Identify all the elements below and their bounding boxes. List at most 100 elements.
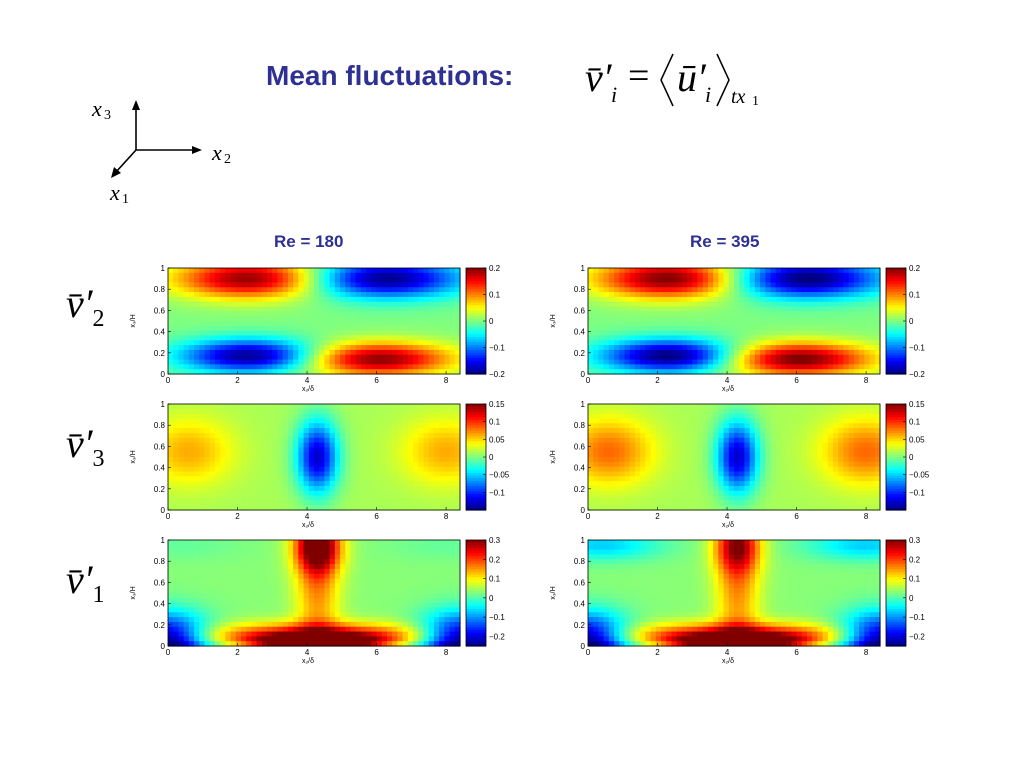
contour-cell	[423, 442, 430, 448]
contour-cell	[194, 442, 200, 448]
contour-cell	[444, 466, 451, 473]
contour-cell	[598, 428, 605, 434]
contour-cell	[645, 408, 652, 415]
contour-cell	[319, 432, 326, 439]
contour-cell	[817, 335, 824, 341]
contour-cell	[827, 447, 834, 453]
contour-cell	[376, 330, 383, 337]
contour-cell	[640, 292, 646, 298]
contour-cell	[209, 311, 216, 317]
contour-cell	[449, 500, 456, 506]
contour-cell	[676, 500, 683, 506]
contour-cell	[298, 369, 305, 375]
contour-cell	[178, 485, 185, 492]
contour-cell	[640, 490, 646, 497]
contour-cell	[640, 301, 646, 308]
contour-cell	[827, 490, 834, 497]
contour-cell	[634, 287, 641, 293]
contour-cell	[728, 306, 735, 312]
contour-cell	[340, 292, 346, 298]
contour-cell	[402, 268, 409, 274]
colorbar-cell	[466, 342, 486, 346]
contour-cell	[728, 452, 735, 458]
contour-cell	[178, 306, 185, 312]
contour-cell	[697, 354, 704, 361]
title-text: Mean fluctuations:	[266, 60, 514, 91]
contour-cell	[303, 301, 310, 308]
contour-cell	[791, 471, 798, 477]
contour-cell	[194, 423, 200, 429]
contour-cell	[418, 413, 425, 420]
contour-cell	[282, 476, 289, 482]
contour-cell	[188, 423, 195, 429]
contour-cell	[598, 461, 605, 468]
contour-cell	[360, 505, 367, 511]
contour-cell	[423, 325, 430, 332]
contour-cell	[676, 325, 683, 332]
contour-cell	[194, 505, 200, 511]
contour-cell	[687, 272, 693, 279]
contour-cell	[329, 335, 336, 341]
contour-cell	[433, 330, 440, 337]
contour-cell	[350, 413, 357, 420]
contour-cell	[168, 481, 174, 487]
contour-cell	[204, 413, 211, 420]
contour-cell	[418, 408, 425, 415]
contour-cell	[345, 301, 352, 308]
contour-cell	[765, 418, 772, 424]
contour-cell	[608, 345, 615, 351]
contour-cell	[303, 408, 310, 415]
contour-cell	[267, 268, 273, 274]
contour-cell	[692, 330, 699, 337]
contour-cell	[707, 485, 714, 492]
contour-cell	[397, 316, 404, 322]
contour-cell	[256, 321, 263, 327]
contour-cell	[209, 466, 216, 473]
contour-cell	[707, 408, 714, 415]
contour-cell	[360, 485, 367, 492]
contour-cell	[220, 325, 226, 332]
contour-cell	[661, 428, 667, 434]
contour-cell	[407, 457, 414, 463]
contour-cell	[340, 466, 346, 473]
contour-cell	[702, 330, 709, 337]
contour-cell	[838, 345, 845, 351]
contour-cell	[754, 282, 761, 288]
contour-cell	[822, 301, 829, 308]
contour-cell	[413, 490, 419, 497]
colorbar-cell	[466, 336, 486, 341]
contour-cell	[749, 408, 756, 415]
contour-cell	[687, 296, 693, 303]
contour-cell	[692, 287, 699, 293]
contour-cell	[439, 495, 445, 501]
contour-cell	[214, 354, 221, 361]
contour-cell	[853, 282, 860, 288]
contour-cell	[324, 413, 331, 420]
contour-cell	[588, 418, 594, 424]
contour-cell	[277, 500, 284, 506]
contour-cell	[728, 500, 735, 506]
contour-cell	[619, 359, 626, 365]
contour-cell	[780, 325, 787, 332]
contour-cell	[340, 442, 346, 448]
contour-cell	[817, 301, 824, 308]
contour-cell	[371, 413, 378, 420]
contour-cell	[655, 292, 662, 298]
contour-cell	[272, 335, 279, 341]
contour-cell	[760, 485, 766, 492]
contour-cell	[634, 466, 641, 473]
contour-cell	[838, 301, 845, 308]
contour-cell	[277, 306, 284, 312]
contour-cell	[350, 301, 357, 308]
contour-cell	[791, 354, 798, 361]
contour-cell	[760, 428, 766, 434]
contour-cell	[392, 330, 399, 337]
contour-cell	[702, 495, 709, 501]
contour-cell	[780, 452, 787, 458]
contour-cell	[838, 277, 845, 284]
contour-cell	[261, 500, 268, 506]
contour-cell	[671, 457, 678, 463]
contour-cell	[329, 447, 336, 453]
contour-cell	[681, 495, 688, 501]
contour-cell	[173, 466, 180, 473]
